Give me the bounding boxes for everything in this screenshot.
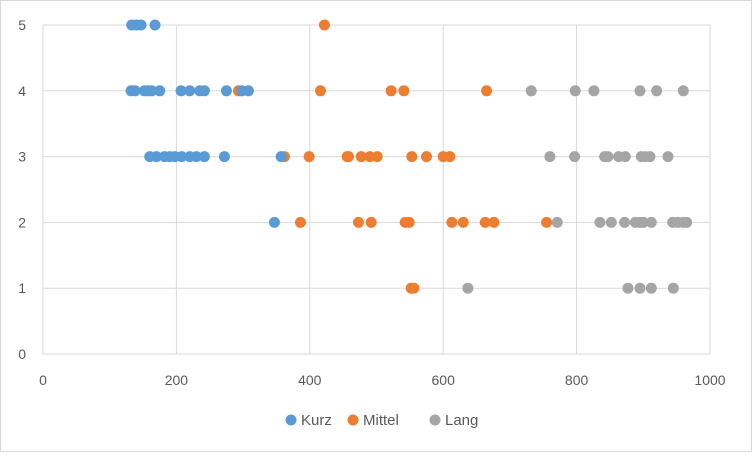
data-point-mittel: [408, 282, 420, 294]
y-tick-label: 2: [18, 214, 26, 230]
x-tick-label: 600: [432, 372, 456, 388]
data-point-mittel: [457, 216, 469, 228]
data-point-mittel: [371, 151, 383, 163]
x-tick-label: 1000: [694, 372, 725, 388]
legend: Kurz Mittel Lang: [285, 412, 478, 429]
legend-marker-kurz: [285, 414, 297, 426]
data-point-mittel: [541, 216, 553, 228]
data-point-kurz: [218, 151, 230, 163]
data-point-lang: [569, 85, 581, 97]
data-point-kurz: [190, 151, 202, 163]
data-point-kurz: [175, 85, 187, 97]
data-point-mittel: [479, 216, 491, 228]
data-point-lang: [677, 85, 689, 97]
legend-label-kurz: Kurz: [301, 412, 332, 429]
data-point-lang: [544, 151, 556, 163]
x-tick-label: 200: [165, 372, 189, 388]
x-tick-label: 0: [39, 372, 47, 388]
data-point-kurz: [129, 85, 141, 97]
data-point-kurz: [242, 85, 254, 97]
data-point-mittel: [314, 85, 326, 97]
data-point-kurz: [268, 216, 280, 228]
data-point-lang: [619, 216, 631, 228]
data-point-kurz: [220, 85, 232, 97]
data-point-lang: [602, 151, 614, 163]
data-point-lang: [551, 216, 563, 228]
data-point-lang: [662, 151, 674, 163]
data-point-mittel: [303, 151, 315, 163]
data-point-lang: [667, 282, 679, 294]
data-point-mittel: [318, 19, 330, 31]
data-point-mittel: [342, 151, 354, 163]
data-point-lang: [594, 216, 606, 228]
data-point-mittel: [421, 151, 433, 163]
x-tick-label: 800: [565, 372, 589, 388]
data-point-mittel: [365, 216, 377, 228]
data-point-mittel: [385, 85, 397, 97]
data-point-mittel: [481, 85, 493, 97]
data-point-lang: [569, 151, 581, 163]
axes: 0 200 400 600 800 1000 0 1 2 3 4 5: [18, 17, 726, 388]
legend-marker-lang: [429, 414, 441, 426]
data-point-lang: [651, 85, 663, 97]
data-point-mittel: [406, 151, 418, 163]
data-point-kurz: [184, 85, 196, 97]
data-point-mittel: [352, 216, 364, 228]
data-point-kurz: [198, 151, 210, 163]
data-point-mittel: [446, 216, 458, 228]
data-point-lang: [462, 282, 474, 294]
data-point-lang: [634, 282, 646, 294]
data-point-lang: [622, 282, 634, 294]
legend-label-mittel: Mittel: [363, 412, 399, 429]
data-point-lang: [681, 216, 693, 228]
data-point-mittel: [403, 216, 415, 228]
data-point-kurz: [135, 19, 147, 31]
data-point-kurz: [150, 151, 162, 163]
y-tick-label: 4: [18, 83, 26, 99]
data-point-mittel: [488, 216, 500, 228]
data-point-lang: [644, 151, 656, 163]
y-tick-label: 1: [18, 280, 26, 296]
data-point-kurz: [149, 19, 161, 31]
data-point-kurz: [146, 85, 158, 97]
legend-marker-mittel: [347, 414, 359, 426]
data-point-mittel: [444, 151, 456, 163]
data-point-lang: [605, 216, 617, 228]
data-point-mittel: [355, 151, 367, 163]
data-point-mittel: [294, 216, 306, 228]
data-point-kurz: [275, 151, 287, 163]
data-point-lang: [619, 151, 631, 163]
data-point-kurz: [154, 85, 166, 97]
data-point-mittel: [398, 85, 410, 97]
data-point-lang: [634, 85, 646, 97]
y-tick-label: 5: [18, 17, 26, 33]
data-point-lang: [645, 282, 657, 294]
legend-label-lang: Lang: [445, 412, 478, 429]
data-point-lang: [588, 85, 600, 97]
gridlines: [43, 24, 711, 354]
data-points: [125, 19, 693, 294]
data-point-lang: [637, 216, 649, 228]
y-tick-label: 3: [18, 149, 26, 165]
x-tick-label: 400: [298, 372, 322, 388]
y-tick-label: 0: [18, 346, 26, 362]
data-point-lang: [645, 216, 657, 228]
data-point-lang: [525, 85, 537, 97]
data-point-kurz: [176, 151, 188, 163]
data-point-kurz: [198, 85, 210, 97]
